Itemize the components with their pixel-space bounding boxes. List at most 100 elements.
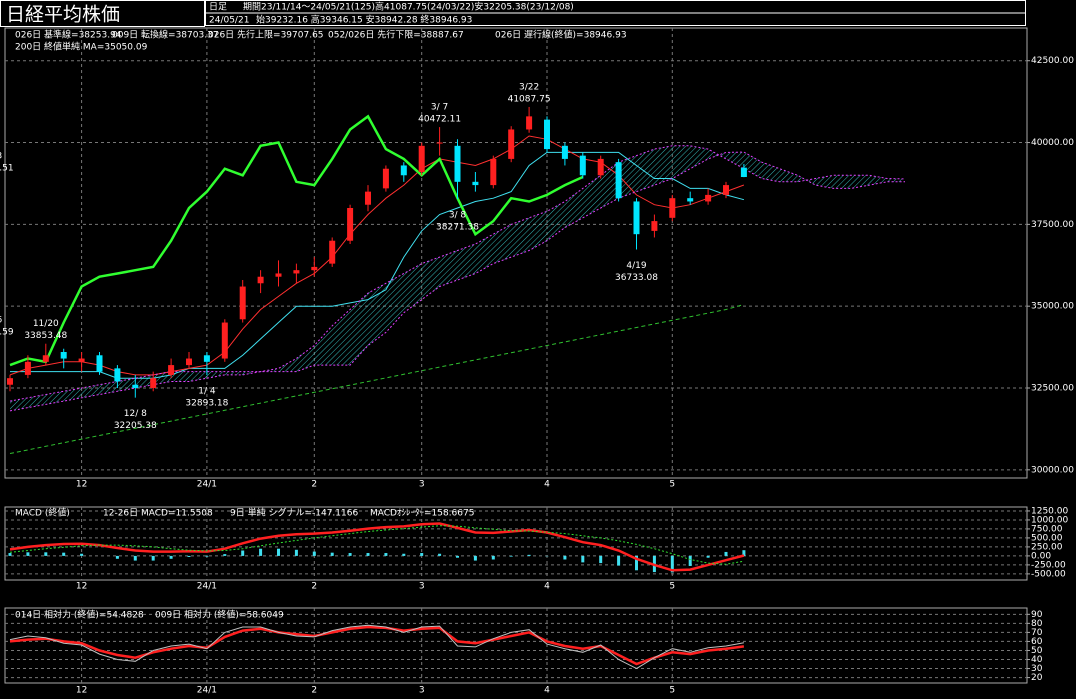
y-tick-label: 70 (1031, 628, 1043, 638)
candle-body (365, 191, 371, 205)
candle-body (150, 378, 157, 388)
candle-body (490, 158, 497, 186)
annotation-value: 36733.08 (615, 273, 658, 283)
candle-body (418, 145, 425, 172)
legend-entry: 9日 単純 シグナル=-147.1166 (230, 507, 358, 519)
latest-date: 24/05/21 (209, 16, 249, 26)
y-tick-label: 40000.00 (1031, 138, 1074, 148)
histogram-bar (706, 555, 710, 558)
histogram-bar (581, 555, 585, 563)
legend-entry: 200日 終値単純 MA=35050.09 (15, 41, 148, 53)
candle-body (400, 165, 407, 176)
annotation-date: 12/ 8 (124, 409, 147, 419)
candle-body (633, 201, 640, 235)
histogram-bar (491, 555, 495, 560)
y-tick-label: 90 (1031, 610, 1043, 620)
candle-body (168, 365, 175, 375)
latest-ohlc: 始39232.16 高39346.15 安38942.28 終38946.93 (256, 14, 472, 26)
annotation-date: 3/ 8 (449, 211, 467, 221)
candle-body (740, 167, 747, 178)
legend-entry: 12-26日 MACD=11.5508 (103, 508, 213, 519)
x-tick-label: 12 (76, 686, 87, 696)
annotation-date: 11/20 (33, 319, 59, 329)
histogram-bar (8, 553, 12, 556)
histogram-bar (205, 555, 209, 557)
title-box (0, 0, 205, 27)
series-line (9, 114, 584, 367)
candle-body (7, 378, 13, 385)
legend-entry: 026日 基準線=38253.94 (15, 29, 122, 41)
x-tick-label: 5 (669, 582, 675, 592)
histogram-bar (348, 553, 352, 556)
histogram-bar (366, 553, 370, 556)
annotation-value: 35067.59 (0, 327, 14, 337)
y-tick-label: 750.00 (1031, 524, 1063, 534)
series-line (9, 145, 906, 402)
candle-body (311, 266, 318, 271)
y-tick-label: 1250.00 (1031, 506, 1068, 516)
candle-body (257, 276, 264, 284)
candle-body (615, 162, 622, 199)
candle-body (96, 355, 103, 372)
candle-body (42, 355, 49, 362)
series-line (10, 151, 745, 379)
histogram-bar (617, 555, 621, 566)
x-tick-label: 12 (76, 480, 87, 490)
y-tick-label: 80 (1031, 619, 1043, 629)
candle-body (347, 208, 354, 241)
legend-entry: 014日 相対力 (終値)=54.4828 (15, 609, 144, 621)
y-tick-label: 250.00 (1031, 542, 1063, 552)
annotation-date: 1/23 (0, 151, 2, 161)
chart-title: 日経平均株価 (6, 4, 120, 26)
candle-body (436, 142, 443, 144)
annotation-value: 32205.38 (114, 421, 157, 431)
histogram-bar (438, 553, 442, 556)
y-tick-label: 1000.00 (1031, 515, 1068, 525)
series-line (9, 525, 744, 565)
x-tick-label: 5 (669, 686, 675, 696)
histogram-bar (527, 554, 531, 556)
annotation-date: 3/ 7 (431, 103, 448, 113)
x-tick-label: 2 (311, 686, 317, 696)
candle-body (114, 368, 121, 382)
histogram-bar (312, 551, 316, 556)
series-line (9, 624, 744, 670)
x-tick-label: 4 (544, 480, 550, 490)
x-tick-label: 3 (419, 480, 425, 490)
candle-body (544, 119, 550, 150)
candle-body (526, 116, 533, 130)
candle-body (454, 145, 461, 182)
y-tick-label: 500.00 (1031, 533, 1063, 543)
annotation-value: 38271.38 (436, 223, 479, 233)
histogram-bar (724, 551, 728, 556)
y-tick-label: 42500.00 (1031, 56, 1074, 66)
pane-frame (4, 506, 1028, 581)
candle-body (472, 181, 479, 186)
candle-body (382, 168, 389, 189)
series-line (9, 151, 905, 412)
series-line (9, 522, 745, 572)
y-tick-label: 30 (1031, 664, 1043, 674)
candle-body (203, 355, 210, 362)
y-tick-label: 32500.00 (1031, 384, 1074, 394)
candle-body (705, 194, 712, 202)
x-tick-label: 5 (669, 480, 675, 490)
histogram-bar (599, 555, 603, 564)
histogram-bar (133, 555, 137, 561)
period-info: 期間23/11/14～24/05/21(125)高41087.75(24/03/… (243, 1, 574, 13)
cloud-fill (10, 145, 905, 411)
histogram-bar (509, 555, 513, 557)
candle-body (60, 352, 67, 359)
x-tick-label: 24/1 (197, 480, 217, 490)
annotation-date: 1/ 4 (198, 387, 216, 397)
candle-body (24, 361, 31, 375)
candle-body (132, 384, 139, 388)
candle-body (78, 358, 85, 362)
histogram-bar (473, 555, 477, 561)
histogram-bar (670, 555, 674, 573)
x-tick-label: 2 (311, 480, 317, 490)
period-label: 日足 (209, 2, 227, 13)
candle-body (597, 158, 604, 176)
candle-body (651, 221, 658, 231)
